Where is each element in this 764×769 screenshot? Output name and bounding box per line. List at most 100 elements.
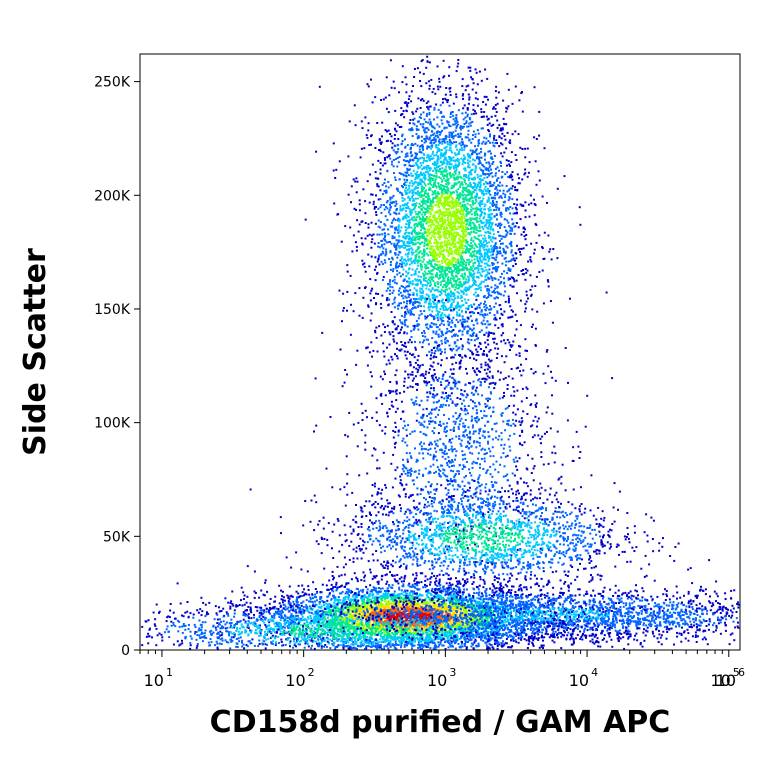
scatter-point — [483, 225, 486, 228]
scatter-point — [492, 123, 495, 126]
scatter-point — [387, 233, 390, 236]
scatter-point — [484, 237, 487, 240]
scatter-point — [386, 139, 389, 142]
scatter-point — [406, 171, 409, 174]
scatter-point — [472, 334, 475, 337]
scatter-point — [549, 248, 552, 251]
scatter-point — [507, 221, 510, 224]
scatter-point — [382, 252, 385, 255]
scatter-point — [499, 317, 501, 320]
scatter-point — [500, 308, 502, 311]
scatter-point — [405, 175, 408, 178]
scatter-point — [450, 166, 452, 169]
scatter-point — [386, 270, 389, 273]
scatter-point — [448, 266, 451, 269]
scatter-point — [485, 95, 488, 98]
scatter-point — [408, 238, 411, 241]
scatter-point — [507, 269, 510, 272]
scatter-point — [419, 250, 422, 253]
scatter-point — [425, 222, 428, 225]
scatter-point — [468, 122, 471, 125]
scatter-point — [526, 269, 529, 272]
scatter-point — [546, 279, 549, 282]
scatter-point — [454, 129, 457, 132]
scatter-point — [417, 317, 420, 320]
scatter-point — [473, 202, 476, 205]
scatter-point — [443, 237, 446, 240]
scatter-point — [465, 210, 468, 213]
scatter-point — [412, 198, 415, 201]
scatter-point — [445, 87, 448, 89]
scatter-point — [354, 292, 357, 295]
scatter-point — [383, 228, 386, 231]
scatter-point — [414, 229, 417, 232]
scatter-point — [464, 224, 467, 227]
scatter-point — [513, 203, 516, 206]
scatter-point — [466, 107, 469, 110]
scatter-point — [478, 331, 481, 333]
scatter-point — [498, 145, 501, 148]
scatter-point — [488, 190, 491, 193]
scatter-point — [471, 333, 474, 335]
scatter-point — [467, 212, 470, 215]
scatter-point — [434, 197, 437, 200]
scatter-point — [403, 321, 406, 324]
scatter-point — [461, 330, 464, 333]
scatter-point — [525, 294, 528, 297]
scatter-point — [408, 226, 411, 229]
scatter-point — [409, 159, 412, 162]
scatter-point — [436, 275, 439, 278]
scatter-point — [441, 180, 444, 183]
scatter-point — [375, 303, 377, 306]
scatter-point — [398, 172, 401, 174]
scatter-point — [438, 131, 441, 133]
scatter-point — [396, 347, 398, 350]
scatter-point — [473, 357, 475, 360]
scatter-point — [370, 134, 373, 137]
scatter-point — [361, 259, 364, 262]
scatter-point — [462, 276, 464, 279]
scatter-point — [419, 235, 422, 238]
scatter-point — [506, 231, 509, 234]
scatter-point — [391, 225, 394, 228]
scatter-point — [436, 295, 439, 298]
scatter-point — [429, 313, 432, 316]
scatter-point — [440, 396, 443, 399]
scatter-point — [433, 106, 436, 109]
scatter-point — [497, 91, 500, 94]
scatter-point — [478, 152, 481, 155]
scatter-point — [451, 211, 454, 214]
scatter-point — [439, 177, 442, 180]
scatter-point — [383, 208, 386, 211]
scatter-point — [481, 163, 484, 166]
scatter-point — [493, 203, 496, 206]
scatter-point — [497, 177, 500, 180]
scatter-point — [414, 306, 417, 309]
scatter-point — [432, 374, 435, 377]
scatter-point — [524, 147, 527, 150]
scatter-point — [429, 279, 432, 282]
scatter-point — [428, 301, 431, 304]
scatter-point — [440, 383, 443, 386]
scatter-point — [384, 236, 386, 238]
scatter-point — [415, 298, 418, 301]
scatter-point — [395, 369, 398, 372]
scatter-point — [405, 318, 408, 321]
scatter-point — [461, 229, 464, 232]
scatter-point — [391, 201, 394, 204]
scatter-point — [457, 198, 460, 201]
scatter-point — [409, 258, 412, 261]
scatter-point — [455, 168, 458, 171]
scatter-point — [408, 128, 411, 131]
scatter-point — [515, 353, 518, 356]
scatter-point — [469, 219, 472, 221]
scatter-point — [408, 221, 411, 224]
scatter-point — [509, 344, 512, 347]
scatter-point — [485, 219, 488, 221]
scatter-point — [494, 223, 497, 226]
scatter-point — [414, 152, 417, 155]
scatter-point — [446, 181, 449, 184]
scatter-point — [445, 158, 447, 161]
scatter-point — [456, 272, 459, 275]
scatter-point — [366, 234, 369, 237]
